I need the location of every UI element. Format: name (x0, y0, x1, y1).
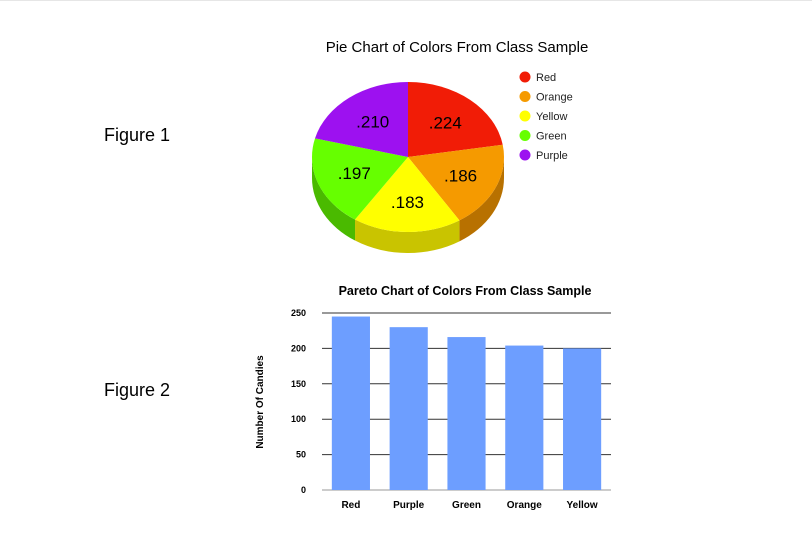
legend-swatch-green (519, 130, 531, 141)
bar-green (447, 337, 486, 490)
y-tick-200: 200 (291, 343, 306, 353)
y-tick-150: 150 (291, 379, 306, 389)
legend-swatch-yellow (519, 110, 531, 122)
x-tick-red: Red (341, 500, 360, 511)
y-tick-100: 100 (291, 414, 306, 424)
pie-slice-red (408, 82, 503, 157)
bar-orange (505, 345, 544, 490)
legend-swatch-purple (519, 149, 531, 161)
pareto-bar-chart: Pareto Chart of Colors From Class Sample… (255, 284, 611, 511)
bar-red (331, 316, 370, 490)
pie-data-labels: .224 .186 .183 .197 .210 (338, 112, 477, 212)
pie-sides (312, 157, 504, 254)
figure-2-label: Figure 2 (104, 380, 171, 400)
pie-slice-orange (408, 144, 505, 221)
y-tick-250: 250 (291, 308, 306, 318)
y-axis-label: Number Of Candies (255, 355, 266, 449)
legend-swatch-orange (519, 91, 531, 102)
bar-yellow (563, 348, 602, 490)
pie-chart: Pie Chart of Colors From Class Sample .2… (312, 39, 589, 254)
pie-slice-green (312, 138, 408, 220)
legend-entry-green: Green (536, 131, 567, 143)
pie-label-green: .197 (338, 164, 371, 183)
legend-entry-yellow: Yellow (536, 111, 567, 123)
bars (331, 316, 602, 490)
legend-entry-orange: Orange (536, 92, 573, 104)
y-axis-ticks: 0 50 100 150 200 250 (291, 308, 306, 495)
pie-slice-yellow (355, 157, 460, 232)
pie-label-orange: .186 (444, 166, 477, 185)
pie-slices (312, 82, 505, 232)
bar-purple (389, 327, 428, 490)
pie-label-red: .224 (429, 114, 462, 133)
pie-legend: Red Orange Yellow Green Purple (519, 71, 573, 162)
top-border (0, 0, 812, 1)
legend-entry-red: Red (536, 72, 556, 84)
legend-swatch-red (519, 71, 531, 83)
legend-entry-purple: Purple (536, 150, 568, 162)
figure-1-label: Figure 1 (104, 125, 171, 145)
x-axis-categories: Red Purple Green Orange Yellow (341, 500, 597, 511)
y-tick-0: 0 (301, 485, 306, 495)
y-tick-50: 50 (296, 450, 306, 460)
x-tick-purple: Purple (393, 500, 425, 511)
x-tick-yellow: Yellow (567, 500, 598, 511)
bar-chart-title: Pareto Chart of Colors From Class Sample (339, 284, 592, 298)
pie-label-purple: .210 (356, 112, 389, 131)
pie-slice-purple (315, 82, 408, 157)
pie-side-green (312, 157, 356, 241)
pie-side-yellow (355, 219, 460, 254)
pie-side-orange (459, 157, 504, 242)
pie-label-yellow: .183 (391, 193, 424, 212)
pie-chart-title: Pie Chart of Colors From Class Sample (326, 39, 589, 56)
x-tick-orange: Orange (507, 500, 542, 511)
x-tick-green: Green (452, 500, 481, 511)
